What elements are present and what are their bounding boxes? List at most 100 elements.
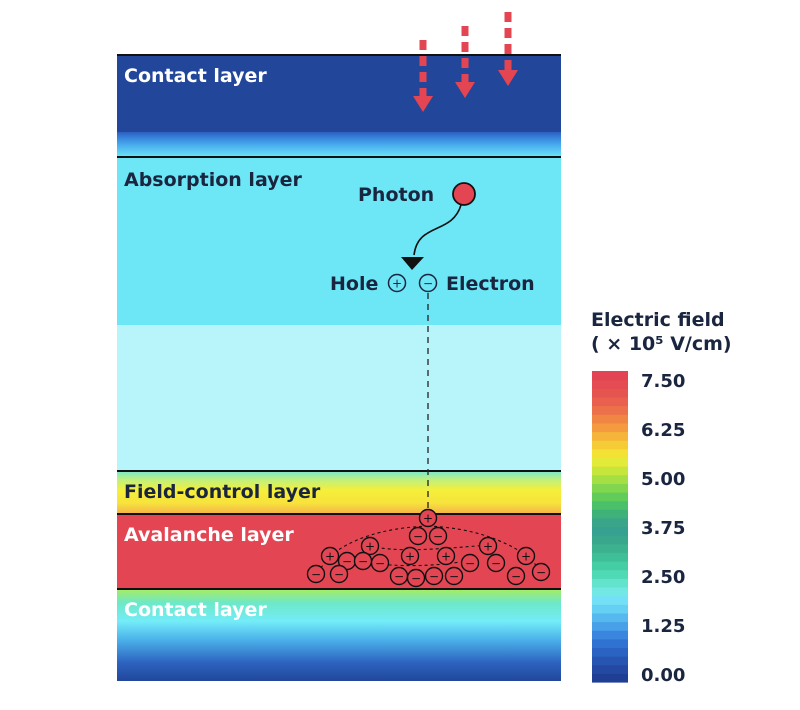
contact-layer-top [117, 55, 561, 132]
depletion-region [117, 325, 561, 471]
colorbar-swatch [592, 491, 628, 502]
photon-path-arrowhead [401, 257, 424, 270]
colorbar-swatch [592, 388, 628, 398]
colorbar-swatch [592, 535, 628, 545]
contact-layer-bottom-label: Contact layer [124, 599, 267, 621]
electron-sign: − [342, 555, 352, 569]
hole-carrier: + [400, 546, 420, 566]
separator-gradient [117, 132, 561, 157]
colorbar-swatch [592, 457, 628, 467]
hole-sign: + [365, 540, 375, 554]
colorbar-swatch [592, 526, 628, 536]
colorbar-swatch [592, 612, 628, 623]
contact-layer-top-label: Contact layer [124, 65, 267, 87]
electron-carrier: − [506, 566, 526, 586]
hole-carrier: + [436, 546, 456, 566]
colorbar-swatch [592, 586, 628, 597]
electron-sign: − [423, 277, 433, 291]
electron-carrier: − [444, 566, 464, 586]
hole-carrier: + [418, 508, 438, 528]
colorbar-swatch [592, 440, 628, 450]
avalanche-layer-label: Avalanche layer [124, 524, 294, 546]
electron-carrier: − [406, 568, 426, 588]
electron-sign: − [411, 572, 421, 586]
colorbar-swatch [592, 656, 628, 666]
contact-layer-bottom [117, 589, 561, 681]
colorbar-swatch [592, 500, 628, 510]
colorbar-swatch [592, 595, 628, 605]
colorbar-swatch [592, 604, 628, 614]
hole-sign: + [392, 277, 402, 291]
electron-sign: − [358, 555, 368, 569]
electron-sign: − [429, 570, 439, 584]
colorbar-swatch [592, 396, 628, 407]
layer-boundaries [117, 54, 561, 590]
colorbar-swatch [592, 474, 628, 484]
electron-carrier: − [531, 562, 551, 582]
hole-sign: + [405, 550, 415, 564]
electron-carrier: − [424, 566, 444, 586]
photon-label: Photon [358, 184, 434, 206]
hole-sign: + [483, 540, 493, 554]
electron-carrier: − [370, 553, 390, 573]
hole-sign: + [441, 550, 451, 564]
hole-carrier: + [320, 546, 340, 566]
electron-carrier: − [460, 553, 480, 573]
colorbar-swatch [592, 448, 628, 458]
absorption-layer [117, 157, 561, 325]
electron-carrier: − [389, 566, 409, 586]
electron-sign: − [311, 568, 321, 582]
colorbar-swatch [592, 414, 628, 424]
field-control-layer [117, 471, 561, 514]
photon-path [413, 204, 462, 256]
electron-sign: − [433, 530, 443, 544]
colorbar-swatch [592, 664, 628, 674]
colorbar-swatch [592, 379, 628, 389]
colorbar-swatch [592, 569, 628, 579]
colorbar-swatch [592, 422, 628, 433]
colorbar-swatch [592, 466, 628, 476]
colorbar-swatch [592, 405, 628, 415]
colorbar-swatch [592, 483, 628, 493]
colorbar-tick-label: 1.25 [641, 616, 685, 637]
electron-sign: − [491, 557, 501, 571]
colorbar-swatch [592, 621, 628, 631]
colorbar-swatch [592, 517, 628, 528]
avalanche-carriers: +− −+ ++ − − − + + − − +− − − − − − − − [306, 508, 551, 588]
hole-sign: + [325, 550, 335, 564]
colorbar-tick-label: 7.50 [641, 371, 685, 392]
colorbar-swatch [592, 509, 628, 519]
light-arrow-icon [413, 40, 433, 112]
absorption-layer-label: Absorption layer [124, 169, 302, 191]
colorbar-tick-label: 0.00 [641, 665, 685, 686]
electron-carrier: − [306, 564, 326, 584]
hole-carrier: + [516, 546, 536, 566]
electron-carrier: − [329, 564, 349, 584]
hole-carrier: + [360, 536, 380, 556]
colorbar-ticks: 7.50 6.25 5.00 3.75 2.50 1.25 0.00 [641, 371, 685, 686]
colorbar-swatch [592, 647, 628, 657]
colorbar-unit: ( × 10⁵ V/cm) [591, 333, 732, 355]
electron-carrier: − [418, 273, 438, 293]
colorbar-tick-label: 3.75 [641, 518, 685, 539]
colorbar-swatch [592, 543, 628, 554]
colorbar-swatch [592, 561, 628, 571]
electron-carrier: − [353, 551, 373, 571]
colorbar-title: Electric field [591, 309, 725, 331]
colorbar-swatch [592, 431, 628, 441]
colorbar [592, 371, 628, 683]
colorbar-swatch [592, 578, 628, 588]
hole-label: Hole [330, 273, 378, 295]
electron-carrier: − [428, 526, 448, 546]
electron-sign: − [511, 570, 521, 584]
colorbar-swatch [592, 638, 628, 649]
colorbar-swatch [592, 371, 628, 381]
colorbar-swatch [592, 552, 628, 562]
light-arrow-icon [455, 26, 475, 98]
hole-sign: + [521, 550, 531, 564]
electron-sign: − [334, 568, 344, 582]
layer-stack [117, 54, 561, 681]
electron-sign: − [413, 530, 423, 544]
electron-label: Electron [446, 273, 535, 295]
